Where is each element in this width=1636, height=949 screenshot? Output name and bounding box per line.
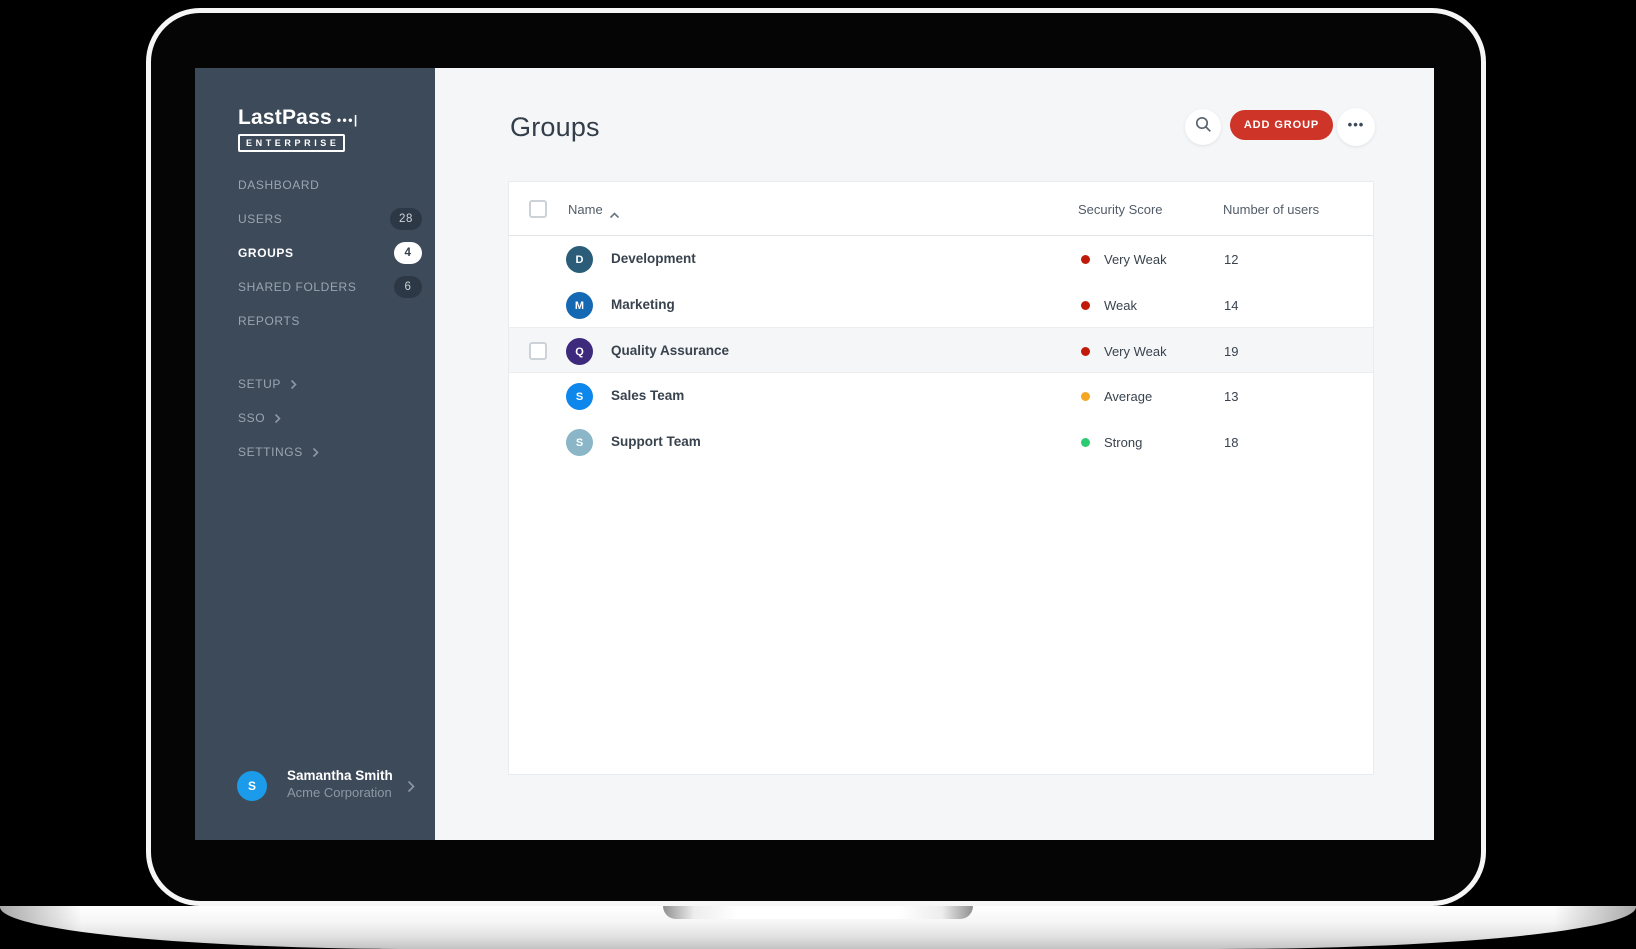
logo-wordmark: LastPass [238, 106, 332, 129]
logo-dots-icon: •••| [336, 113, 359, 127]
users-count: 18 [1224, 435, 1239, 450]
chevron-right-icon [407, 780, 415, 798]
sidebar-item-label: REPORTS [238, 314, 300, 328]
users-count: 19 [1224, 344, 1239, 359]
sidebar: LastPass •••| ENTERPRISE DASHBOARD USERS… [195, 68, 435, 840]
account-name: Samantha Smith [287, 768, 393, 783]
app-screen: LastPass •••| ENTERPRISE DASHBOARD USERS… [195, 68, 1434, 840]
group-name: Quality Assurance [611, 343, 730, 358]
search-button[interactable] [1185, 109, 1221, 145]
sidebar-nav: DASHBOARD USERS 28 GROUPS 4 SHARED FOLDE… [195, 168, 435, 338]
sidebar-item-label: SETTINGS [238, 445, 303, 459]
account-org: Acme Corporation [287, 785, 392, 800]
sidebar-item-label: DASHBOARD [238, 178, 320, 192]
column-header-name[interactable]: Name [568, 202, 603, 217]
sidebar-item-label: SHARED FOLDERS [238, 280, 357, 294]
security-score-label: Very Weak [1104, 344, 1167, 359]
sidebar-nav-secondary: SETUP SSO SETTINGS [195, 367, 435, 469]
group-name: Development [611, 251, 696, 266]
group-name: Sales Team [611, 388, 685, 403]
groups-count-badge: 4 [394, 242, 422, 264]
security-score-dot [1081, 438, 1090, 447]
security-score-label: Average [1104, 389, 1153, 404]
sidebar-item-label: USERS [238, 212, 283, 226]
table-header: Name Security Score Number of users [509, 182, 1373, 236]
search-icon [1195, 116, 1212, 138]
group-avatar: D [566, 246, 593, 273]
sidebar-item-dashboard[interactable]: DASHBOARD [195, 168, 435, 202]
users-count-badge: 28 [390, 208, 422, 230]
groups-table: Name Security Score Number of users D De… [508, 181, 1374, 775]
more-options-button[interactable]: ••• [1337, 108, 1375, 146]
table-row-support-team[interactable]: S Support Team Strong 18 [509, 419, 1373, 465]
sidebar-item-label: SSO [238, 411, 266, 425]
laptop-notch [663, 906, 973, 919]
logo-enterprise-label: ENTERPRISE [238, 134, 345, 152]
users-count: 14 [1224, 298, 1239, 313]
security-score-dot [1081, 392, 1090, 401]
column-header-security-score: Security Score [1078, 202, 1163, 217]
security-score-dot [1081, 255, 1090, 264]
table-row-marketing[interactable]: M Marketing Weak 14 [509, 282, 1373, 328]
table-row-quality-assurance[interactable]: Q Quality Assurance Very Weak 19 [509, 327, 1373, 373]
toolbar: ADD GROUP ••• [435, 68, 1434, 168]
shared-folders-count-badge: 6 [394, 276, 422, 298]
sidebar-item-settings[interactable]: SETTINGS [195, 435, 435, 469]
users-count: 13 [1224, 389, 1239, 404]
laptop-base [0, 906, 1636, 949]
table-row-development[interactable]: D Development Very Weak 12 [509, 236, 1373, 282]
account-menu[interactable]: S Samantha Smith Acme Corporation [195, 768, 435, 808]
avatar: S [237, 771, 267, 801]
group-name: Support Team [611, 434, 701, 449]
chevron-right-icon [290, 379, 297, 390]
sidebar-item-shared-folders[interactable]: SHARED FOLDERS 6 [195, 270, 435, 304]
group-avatar: S [566, 429, 593, 456]
security-score-label: Very Weak [1104, 252, 1167, 267]
group-name: Marketing [611, 297, 675, 312]
security-score-label: Weak [1104, 298, 1137, 313]
row-checkbox[interactable] [529, 342, 547, 360]
sidebar-item-groups[interactable]: GROUPS 4 [195, 236, 435, 270]
table-row-sales-team[interactable]: S Sales Team Average 13 [509, 373, 1373, 419]
column-header-number-of-users: Number of users [1223, 202, 1320, 217]
sidebar-item-sso[interactable]: SSO [195, 401, 435, 435]
group-avatar: S [566, 383, 593, 410]
chevron-right-icon [312, 447, 319, 458]
sidebar-item-users[interactable]: USERS 28 [195, 202, 435, 236]
sort-ascending-icon[interactable] [609, 206, 620, 224]
sidebar-item-label: GROUPS [238, 246, 294, 260]
users-count: 12 [1224, 252, 1239, 267]
group-avatar: M [566, 292, 593, 319]
sidebar-item-setup[interactable]: SETUP [195, 367, 435, 401]
security-score-dot [1081, 301, 1090, 310]
security-score-dot [1081, 347, 1090, 356]
sidebar-item-label: SETUP [238, 377, 282, 391]
security-score-label: Strong [1104, 435, 1143, 450]
ellipsis-icon: ••• [1347, 117, 1365, 132]
main-content: Groups ADD GROUP ••• Name [435, 68, 1434, 840]
select-all-checkbox[interactable] [529, 200, 547, 218]
add-group-button[interactable]: ADD GROUP [1230, 110, 1333, 140]
chevron-right-icon [274, 413, 281, 424]
lastpass-logo: LastPass •••| ENTERPRISE [238, 106, 359, 152]
group-avatar: Q [566, 338, 593, 365]
page-title: Groups [510, 112, 600, 142]
sidebar-item-reports[interactable]: REPORTS [195, 304, 435, 338]
